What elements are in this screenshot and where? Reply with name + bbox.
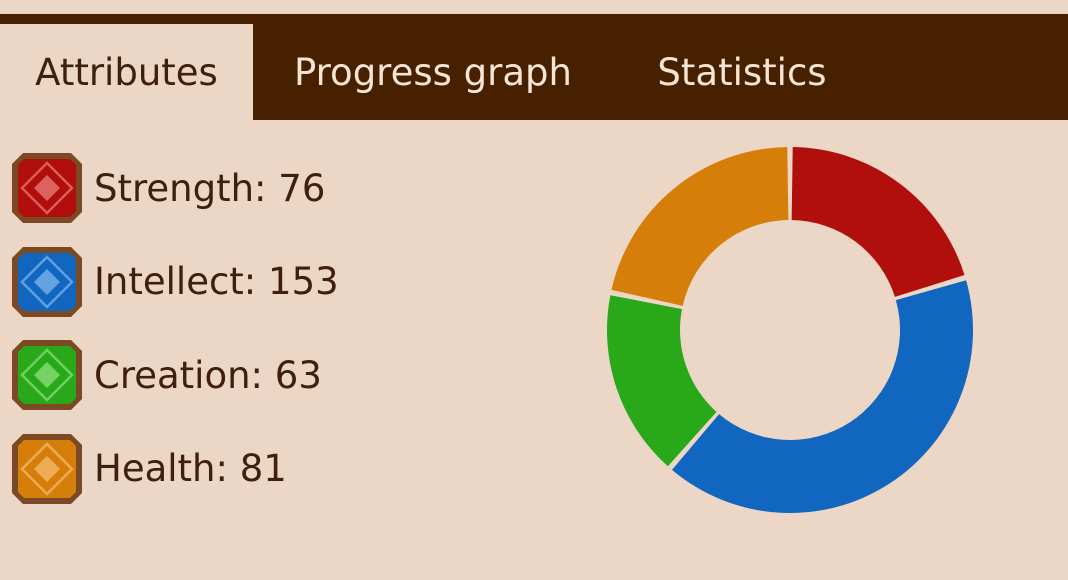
donut-slice-intellect (671, 280, 974, 514)
tab-attributes[interactable]: Attributes (0, 24, 253, 120)
strength-gem-icon (12, 153, 82, 223)
attribute-list: Strength: 76 Intellect: 153 Creation: 63… (10, 152, 339, 526)
intellect-gem-icon (12, 246, 82, 317)
attribute-donut-chart (607, 147, 974, 514)
donut-slice-health (611, 147, 789, 306)
attribute-row-health: Health: 81 (10, 433, 339, 505)
attribute-label-creation: Creation: 63 (94, 353, 322, 397)
donut-slice-strength (791, 147, 965, 297)
creation-gem-icon (12, 340, 82, 410)
donut-slice-creation (607, 295, 717, 467)
attribute-row-strength: Strength: 76 (10, 152, 339, 224)
attribute-row-creation: Creation: 63 (10, 339, 339, 411)
tab-statistics[interactable]: Statistics (657, 50, 827, 94)
attribute-label-intellect: Intellect: 153 (94, 260, 339, 303)
tab-progress-graph[interactable]: Progress graph (294, 50, 572, 94)
tab-bar: Attributes Progress graph Statistics (0, 14, 1068, 120)
attribute-row-intellect: Intellect: 153 (10, 246, 339, 318)
attribute-label-health: Health: 81 (94, 447, 287, 490)
attribute-label-strength: Strength: 76 (94, 166, 326, 210)
health-gem-icon (12, 433, 82, 504)
